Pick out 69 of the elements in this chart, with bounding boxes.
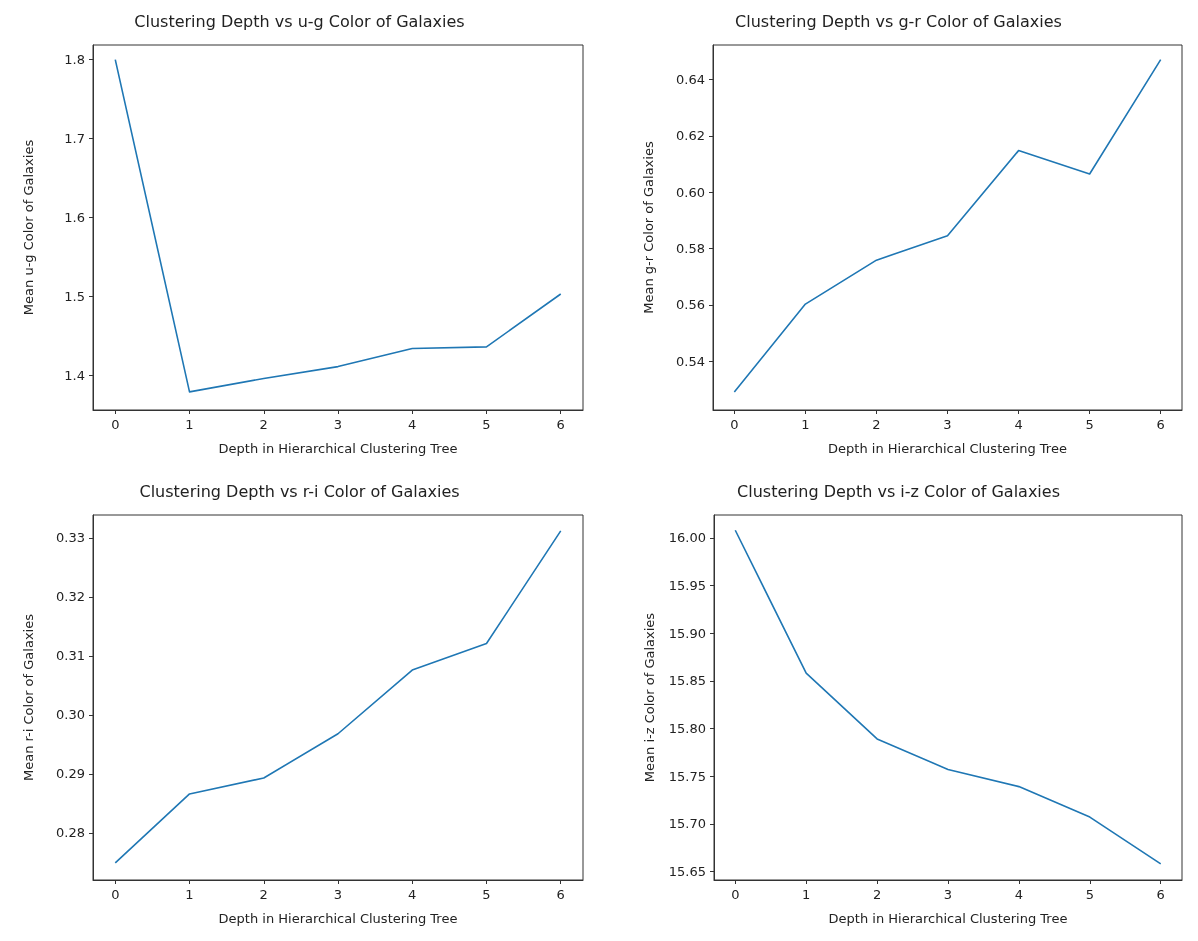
y-tick-label: 0.32 [56, 589, 85, 605]
y-tick-label: 0.62 [676, 128, 705, 144]
x-tick-label: 4 [1014, 887, 1024, 902]
x-tick-label: 5 [1085, 417, 1094, 432]
x-tick-label: 3 [333, 887, 343, 902]
y-tick-label: 15.65 [668, 863, 706, 879]
y-tick-label: 1.5 [64, 288, 85, 304]
chart-title: Clustering Depth vs r-i Color of Galaxies [139, 481, 460, 501]
x-tick-label: 1 [801, 417, 810, 432]
y-tick-label: 16.00 [668, 530, 706, 546]
y-tick-label: 0.28 [56, 825, 85, 841]
x-tick-label: 0 [111, 887, 120, 902]
x-tick-label: 1 [185, 887, 194, 902]
y-tick-label: 0.30 [56, 707, 85, 723]
x-tick-label: 6 [1156, 417, 1165, 432]
x-tick-label: 4 [408, 887, 417, 902]
x-tick-label: 2 [872, 887, 882, 902]
y-axis-title: Mean u-g Color of Galaxies [21, 139, 36, 316]
x-tick-label: 4 [1014, 417, 1023, 432]
x-tick-label: 2 [259, 417, 268, 432]
x-tick-label: 1 [802, 887, 811, 902]
x-tick-label: 3 [943, 417, 952, 432]
x-axis-title: Depth in Hierarchical Clustering Tree [828, 441, 1067, 456]
x-tick-label: 2 [872, 417, 881, 432]
y-tick-label: 1.4 [64, 367, 85, 383]
x-tick-label: 0 [730, 417, 739, 432]
y-tick-label: 1.7 [64, 131, 85, 147]
y-tick-label: 0.60 [676, 184, 705, 200]
x-tick-label: 6 [556, 887, 565, 902]
y-tick-label: 0.58 [676, 241, 705, 257]
y-tick-label: 15.90 [668, 625, 706, 641]
x-tick-label: 3 [943, 887, 953, 902]
line-series [734, 529, 1162, 865]
x-tick-label: 5 [482, 887, 491, 902]
x-tick-label: 5 [1085, 887, 1094, 902]
chart-title: Clustering Depth vs u-g Color of Galaxies [134, 11, 465, 31]
y-axis-title: Mean r-i Color of Galaxies [21, 613, 36, 781]
y-tick-label: 15.80 [668, 720, 706, 736]
y-tick-label: 15.75 [668, 768, 706, 784]
line-series [114, 58, 562, 393]
y-tick-label: 15.70 [668, 816, 706, 832]
y-tick-label: 1.6 [64, 209, 85, 225]
y-tick-label: 15.85 [668, 673, 706, 689]
x-tick-label: 6 [1156, 887, 1165, 902]
x-tick-label: 4 [408, 417, 417, 432]
y-tick-label: 0.54 [676, 353, 705, 369]
x-tick-label: 1 [185, 417, 194, 432]
x-tick-label: 6 [556, 417, 565, 432]
y-tick-label: 0.31 [56, 648, 85, 664]
x-tick-label: 0 [111, 417, 120, 432]
y-tick-label: 15.95 [668, 578, 706, 594]
x-axis-title: Depth in Hierarchical Clustering Tree [218, 441, 458, 456]
y-axis-title: Mean i-z Color of Galaxies [642, 612, 657, 783]
x-tick-label: 5 [482, 417, 491, 432]
x-axis-title: Depth in Hierarchical Clustering Tree [828, 911, 1068, 926]
line-series [114, 530, 562, 864]
x-tick-label: 0 [731, 887, 740, 902]
x-axis-title: Depth in Hierarchical Clustering Tree [218, 911, 458, 926]
y-tick-label: 0.56 [676, 297, 705, 313]
y-tick-label: 1.8 [64, 52, 85, 68]
y-tick-label: 0.29 [56, 766, 85, 782]
x-tick-label: 2 [259, 887, 268, 902]
chart-title: Clustering Depth vs g-r Color of Galaxies [735, 11, 1062, 31]
y-tick-label: 0.33 [56, 530, 85, 546]
y-tick-label: 0.64 [676, 72, 705, 88]
line-series [733, 58, 1162, 393]
x-tick-label: 3 [333, 417, 343, 432]
chart-title: Clustering Depth vs i-z Color of Galaxies [737, 481, 1060, 501]
y-axis-title: Mean g-r Color of Galaxies [641, 141, 656, 314]
